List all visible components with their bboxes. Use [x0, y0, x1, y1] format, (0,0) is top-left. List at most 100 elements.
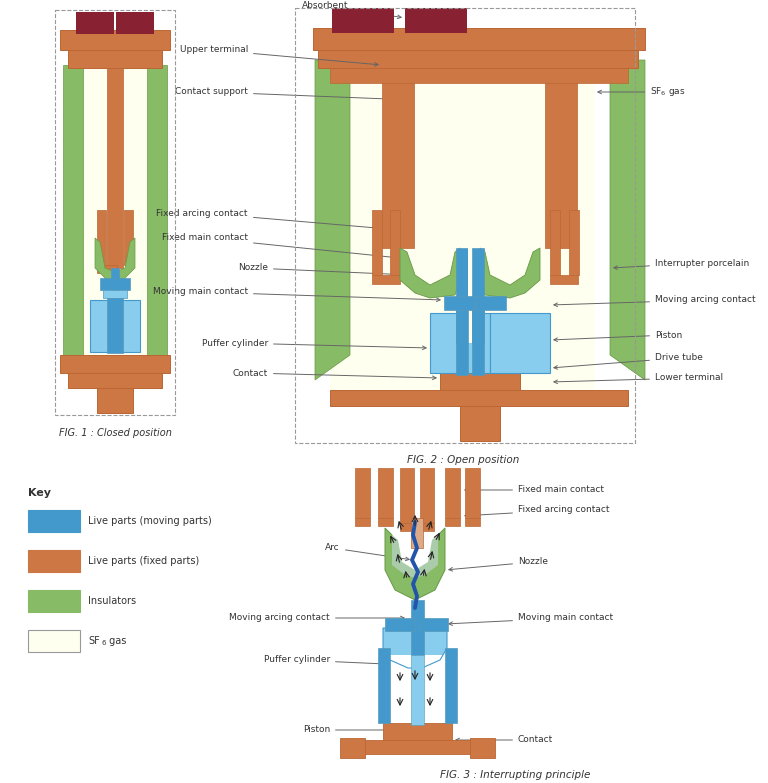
- Bar: [60, 30, 170, 50]
- Bar: [330, 390, 628, 406]
- Bar: [68, 373, 162, 388]
- Bar: [75, 60, 155, 370]
- Bar: [445, 648, 457, 723]
- Bar: [411, 655, 424, 725]
- Bar: [116, 12, 154, 34]
- Bar: [445, 468, 460, 518]
- Bar: [295, 8, 635, 443]
- Bar: [411, 518, 423, 548]
- Bar: [28, 510, 80, 532]
- Polygon shape: [415, 628, 447, 668]
- Bar: [97, 210, 106, 265]
- Text: Piston: Piston: [303, 726, 396, 734]
- Bar: [383, 723, 452, 743]
- Bar: [430, 313, 490, 373]
- Bar: [420, 523, 434, 531]
- Bar: [550, 210, 560, 275]
- Bar: [468, 248, 472, 343]
- Bar: [63, 65, 83, 360]
- Bar: [569, 210, 579, 275]
- Bar: [456, 310, 468, 375]
- Bar: [411, 600, 424, 655]
- Text: FIG. 3 : Interrupting principle: FIG. 3 : Interrupting principle: [440, 770, 590, 780]
- Text: Fixed arcing contact: Fixed arcing contact: [465, 506, 610, 518]
- Bar: [440, 373, 520, 395]
- Text: Moving arcing contact: Moving arcing contact: [554, 295, 756, 307]
- Bar: [107, 68, 123, 268]
- Bar: [108, 210, 122, 218]
- Bar: [100, 278, 130, 290]
- Text: Puffer cylinder: Puffer cylinder: [263, 655, 404, 666]
- Text: Moving arcing contact: Moving arcing contact: [230, 614, 404, 622]
- Text: Key: Key: [28, 488, 51, 498]
- Polygon shape: [400, 248, 460, 298]
- Bar: [465, 518, 480, 526]
- Bar: [332, 8, 394, 33]
- Bar: [28, 550, 80, 572]
- Text: Arc: Arc: [326, 543, 409, 561]
- Bar: [372, 210, 382, 275]
- Bar: [28, 590, 80, 612]
- Bar: [382, 83, 414, 248]
- Polygon shape: [392, 535, 438, 578]
- Bar: [60, 355, 170, 373]
- Polygon shape: [385, 528, 445, 600]
- Bar: [470, 738, 495, 758]
- Bar: [420, 618, 448, 631]
- Text: Insulators: Insulators: [88, 596, 136, 606]
- Bar: [420, 468, 434, 523]
- Bar: [390, 655, 445, 723]
- Text: Moving main contact: Moving main contact: [153, 287, 440, 301]
- Text: Absorbent: Absorbent: [302, 1, 401, 19]
- Text: Nozzle: Nozzle: [449, 557, 548, 571]
- Bar: [340, 738, 365, 758]
- Text: gas: gas: [106, 636, 127, 646]
- Text: Upper terminal: Upper terminal: [180, 45, 378, 66]
- Text: SF$_6$ gas: SF$_6$ gas: [598, 85, 686, 99]
- Polygon shape: [610, 60, 645, 380]
- Bar: [107, 298, 123, 353]
- Polygon shape: [383, 628, 415, 668]
- Polygon shape: [315, 60, 350, 380]
- Bar: [28, 630, 80, 652]
- Text: Moving main contact: Moving main contact: [449, 614, 613, 626]
- Bar: [378, 468, 393, 518]
- Polygon shape: [95, 238, 135, 282]
- Text: SF: SF: [88, 636, 100, 646]
- Bar: [550, 275, 578, 284]
- Bar: [444, 296, 474, 310]
- Text: Nozzle: Nozzle: [238, 264, 406, 276]
- Bar: [378, 518, 393, 526]
- Bar: [472, 310, 484, 375]
- Text: FIG. 1 : Closed position: FIG. 1 : Closed position: [58, 428, 171, 438]
- Bar: [378, 648, 390, 723]
- Text: Piston: Piston: [554, 330, 682, 341]
- Bar: [97, 265, 117, 273]
- Bar: [372, 275, 400, 284]
- Text: Fixed main contact: Fixed main contact: [162, 233, 396, 259]
- Text: Live parts (moving parts): Live parts (moving parts): [88, 516, 212, 526]
- Bar: [460, 406, 500, 441]
- Bar: [360, 740, 476, 754]
- Text: Fixed main contact: Fixed main contact: [465, 485, 604, 495]
- Bar: [400, 523, 414, 531]
- Bar: [76, 12, 114, 34]
- Bar: [97, 388, 133, 413]
- Bar: [147, 65, 167, 360]
- Text: Live parts (fixed parts): Live parts (fixed parts): [88, 556, 199, 566]
- Bar: [545, 83, 577, 248]
- Bar: [472, 248, 484, 343]
- Bar: [55, 10, 175, 415]
- Text: FIG. 2 : Open position: FIG. 2 : Open position: [407, 455, 519, 465]
- Bar: [90, 300, 140, 352]
- Bar: [68, 50, 162, 68]
- Text: Interrupter porcelain: Interrupter porcelain: [614, 258, 750, 269]
- Text: Drive tube: Drive tube: [554, 353, 703, 370]
- Text: Lower terminal: Lower terminal: [554, 373, 723, 384]
- Bar: [355, 518, 370, 526]
- Bar: [476, 296, 506, 310]
- Text: Fixed arcing contact: Fixed arcing contact: [157, 208, 396, 231]
- Bar: [405, 8, 467, 33]
- Bar: [330, 68, 628, 83]
- Bar: [355, 468, 370, 518]
